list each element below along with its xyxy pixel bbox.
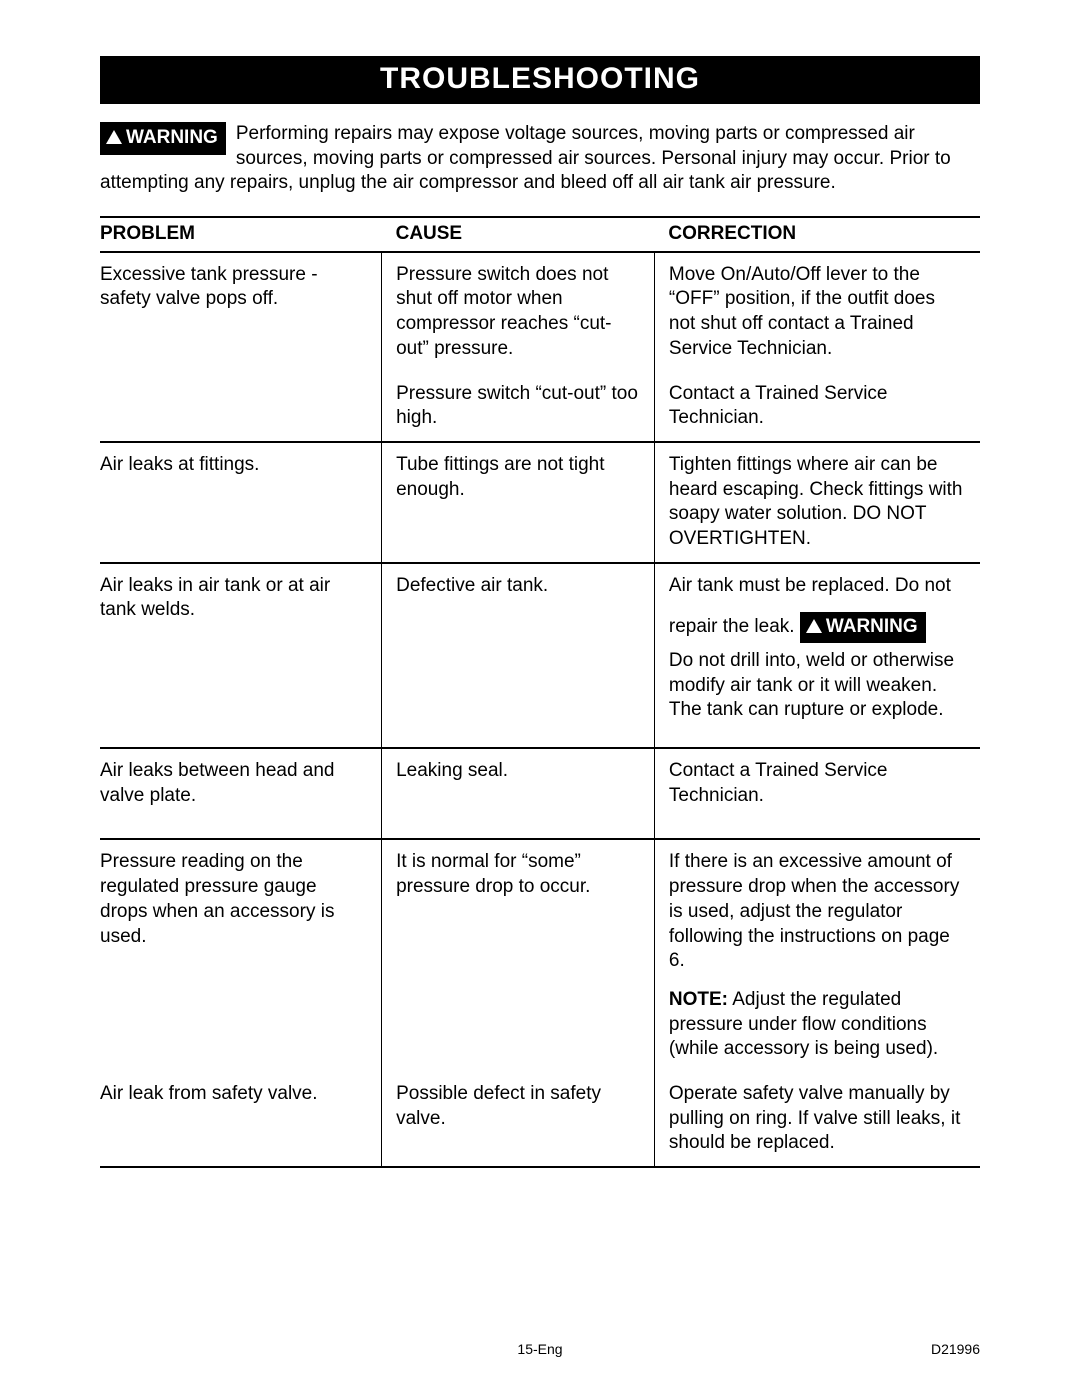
cell-cause: It is normal for “some” pressure drop to… [382, 839, 655, 1072]
cell-cause: Defective air tank. [382, 563, 655, 748]
intro-paragraph: WARNING Performing repairs may expose vo… [100, 122, 980, 196]
cell-cause: Leaking seal. [382, 748, 655, 839]
header-cause: CAUSE [382, 217, 655, 252]
cell-correction: Air tank must be replaced. Do not repair… [654, 563, 980, 748]
intro-text: Performing repairs may expose voltage so… [100, 123, 951, 193]
cell-correction: If there is an excessive amount of press… [654, 839, 980, 1072]
note-label: NOTE: [669, 989, 728, 1010]
cell-problem: Excessive tank pressure - safety valve p… [100, 252, 382, 372]
table-row: Air leaks in air tank or at air tank wel… [100, 563, 980, 748]
footer-page: 15-Eng [100, 1341, 980, 1357]
table-row: Pressure switch “cut-out” too high. Cont… [100, 372, 980, 442]
cell-correction: Tighten fittings where air can be heard … [654, 442, 980, 563]
cell-cause: Pressure switch “cut-out” too high. [382, 372, 655, 442]
cell-correction: Operate safety valve manually by pulling… [654, 1072, 980, 1167]
page-footer: 15-Eng D21996 [100, 1341, 980, 1357]
correction-text-b: Do not drill into, weld or otherwise mod… [669, 649, 966, 723]
warning-badge: WARNING [100, 122, 226, 155]
cell-cause: Tube fittings are not tight enough. [382, 442, 655, 563]
cell-correction: Move On/Auto/Off lever to the “OFF” posi… [654, 252, 980, 372]
cell-correction: Contact a Trained Service Technician. [654, 748, 980, 839]
warning-triangle-icon [106, 130, 122, 144]
page-title: TROUBLESHOOTING [100, 56, 980, 104]
warning-label: WARNING [826, 616, 918, 637]
warning-triangle-icon [806, 619, 822, 633]
cell-problem [100, 372, 382, 442]
cell-problem: Air leaks in air tank or at air tank wel… [100, 563, 382, 748]
table-header-row: PROBLEM CAUSE CORRECTION [100, 217, 980, 252]
cell-correction: Contact a Trained Service Technician. [654, 372, 980, 442]
table-row: Excessive tank pressure - safety valve p… [100, 252, 980, 372]
header-problem: PROBLEM [100, 217, 382, 252]
cell-cause: Possible defect in safety valve. [382, 1072, 655, 1167]
cell-cause: Pressure switch does not shut off motor … [382, 252, 655, 372]
inline-warning-badge: WARNING [800, 612, 926, 643]
warning-label: WARNING [126, 127, 218, 148]
table-row: Air leak from safety valve. Possible def… [100, 1072, 980, 1167]
header-correction: CORRECTION [654, 217, 980, 252]
table-row: Pressure reading on the regulated pressu… [100, 839, 980, 1072]
table-row: Air leaks at fittings. Tube fittings are… [100, 442, 980, 563]
troubleshooting-table: PROBLEM CAUSE CORRECTION Excessive tank … [100, 216, 980, 1168]
cell-problem: Air leaks at fittings. [100, 442, 382, 563]
cell-problem: Pressure reading on the regulated pressu… [100, 839, 382, 1072]
cell-problem: Air leak from safety valve. [100, 1072, 382, 1167]
cell-problem: Air leaks between head and valve plate. [100, 748, 382, 839]
table-row: Air leaks between head and valve plate. … [100, 748, 980, 839]
correction-text-a: If there is an excessive amount of press… [669, 850, 966, 973]
